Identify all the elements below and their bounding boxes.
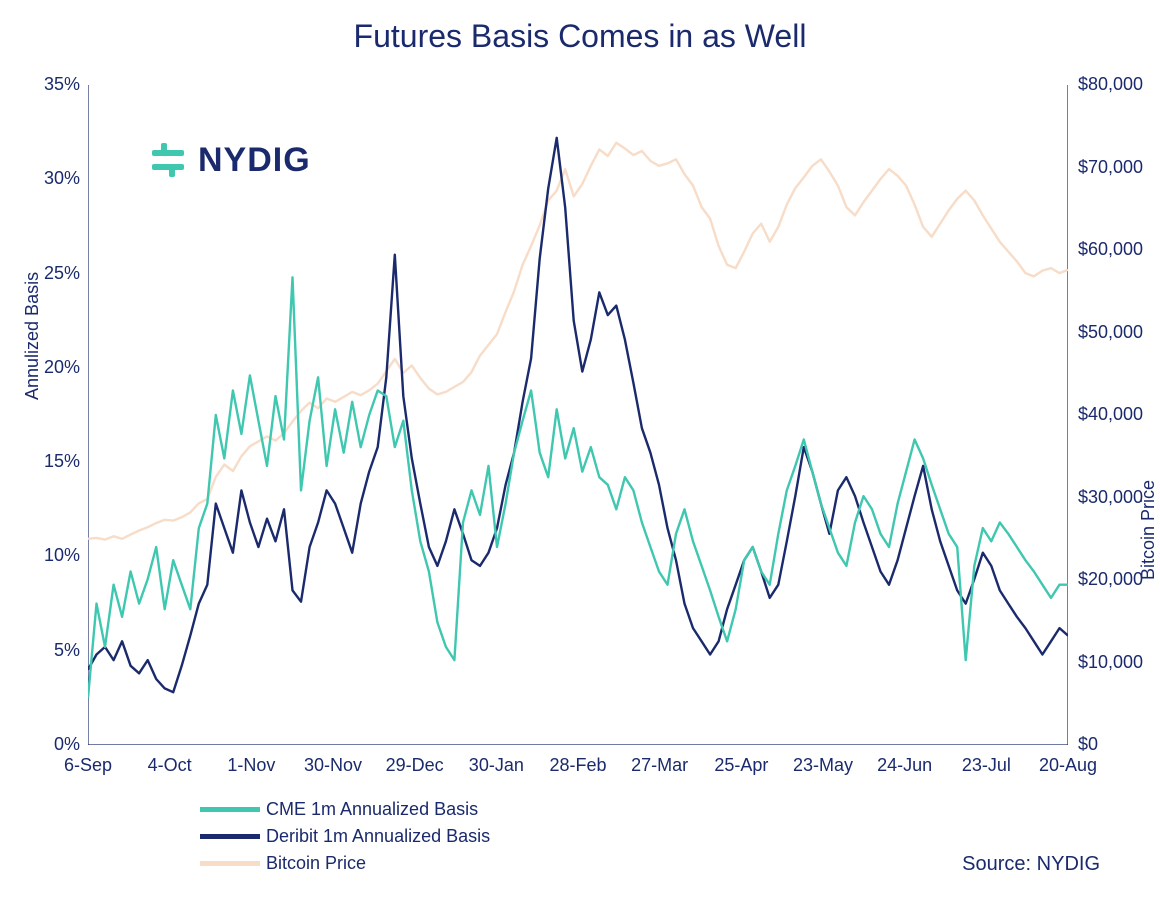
ytick-left: 0% bbox=[20, 734, 80, 755]
legend-label: Deribit 1m Annualized Basis bbox=[266, 826, 490, 847]
chart-title: Futures Basis Comes in as Well bbox=[0, 18, 1160, 55]
plot-area: NYDIG bbox=[88, 85, 1068, 745]
xtick: 30-Nov bbox=[304, 755, 362, 776]
ytick-left: 15% bbox=[20, 451, 80, 472]
legend-swatch bbox=[200, 807, 260, 812]
nydig-logo: NYDIG bbox=[148, 140, 311, 180]
nydig-logo-text: NYDIG bbox=[198, 141, 311, 180]
ytick-left: 10% bbox=[20, 545, 80, 566]
xtick: 24-Jun bbox=[877, 755, 932, 776]
xtick: 6-Sep bbox=[64, 755, 112, 776]
ytick-left: 35% bbox=[20, 74, 80, 95]
xtick: 23-Jul bbox=[962, 755, 1011, 776]
source-label: Source: NYDIG bbox=[962, 853, 1100, 876]
ytick-right: $0 bbox=[1078, 734, 1160, 755]
xtick: 4-Oct bbox=[148, 755, 192, 776]
xtick: 20-Aug bbox=[1039, 755, 1097, 776]
ytick-right: $50,000 bbox=[1078, 322, 1160, 343]
ytick-left: 5% bbox=[20, 640, 80, 661]
ytick-right: $80,000 bbox=[1078, 74, 1160, 95]
y-axis-left-label: Annulized Basis bbox=[22, 272, 43, 400]
nydig-logo-icon bbox=[148, 140, 188, 180]
ytick-right: $40,000 bbox=[1078, 404, 1160, 425]
xtick: 23-May bbox=[793, 755, 853, 776]
ytick-left: 20% bbox=[20, 357, 80, 378]
xtick: 30-Jan bbox=[469, 755, 524, 776]
legend-item: Deribit 1m Annualized Basis bbox=[200, 826, 490, 847]
xtick: 28-Feb bbox=[549, 755, 606, 776]
ytick-right: $20,000 bbox=[1078, 569, 1160, 590]
legend-swatch bbox=[200, 834, 260, 839]
legend-label: CME 1m Annualized Basis bbox=[266, 799, 478, 820]
ytick-left: 25% bbox=[20, 263, 80, 284]
ytick-right: $30,000 bbox=[1078, 487, 1160, 508]
legend: CME 1m Annualized Basis Deribit 1m Annual… bbox=[200, 799, 490, 880]
legend-item: Bitcoin Price bbox=[200, 853, 490, 874]
legend-swatch bbox=[200, 861, 260, 866]
ytick-left: 30% bbox=[20, 168, 80, 189]
xtick: 29-Dec bbox=[386, 755, 444, 776]
ytick-right: $10,000 bbox=[1078, 652, 1160, 673]
chart-stage: Futures Basis Comes in as Well Annulized… bbox=[0, 0, 1160, 910]
xtick: 1-Nov bbox=[227, 755, 275, 776]
ytick-right: $70,000 bbox=[1078, 157, 1160, 178]
ytick-right: $60,000 bbox=[1078, 239, 1160, 260]
legend-item: CME 1m Annualized Basis bbox=[200, 799, 490, 820]
chart-svg bbox=[88, 85, 1068, 745]
xtick: 27-Mar bbox=[631, 755, 688, 776]
xtick: 25-Apr bbox=[714, 755, 768, 776]
legend-label: Bitcoin Price bbox=[266, 853, 366, 874]
